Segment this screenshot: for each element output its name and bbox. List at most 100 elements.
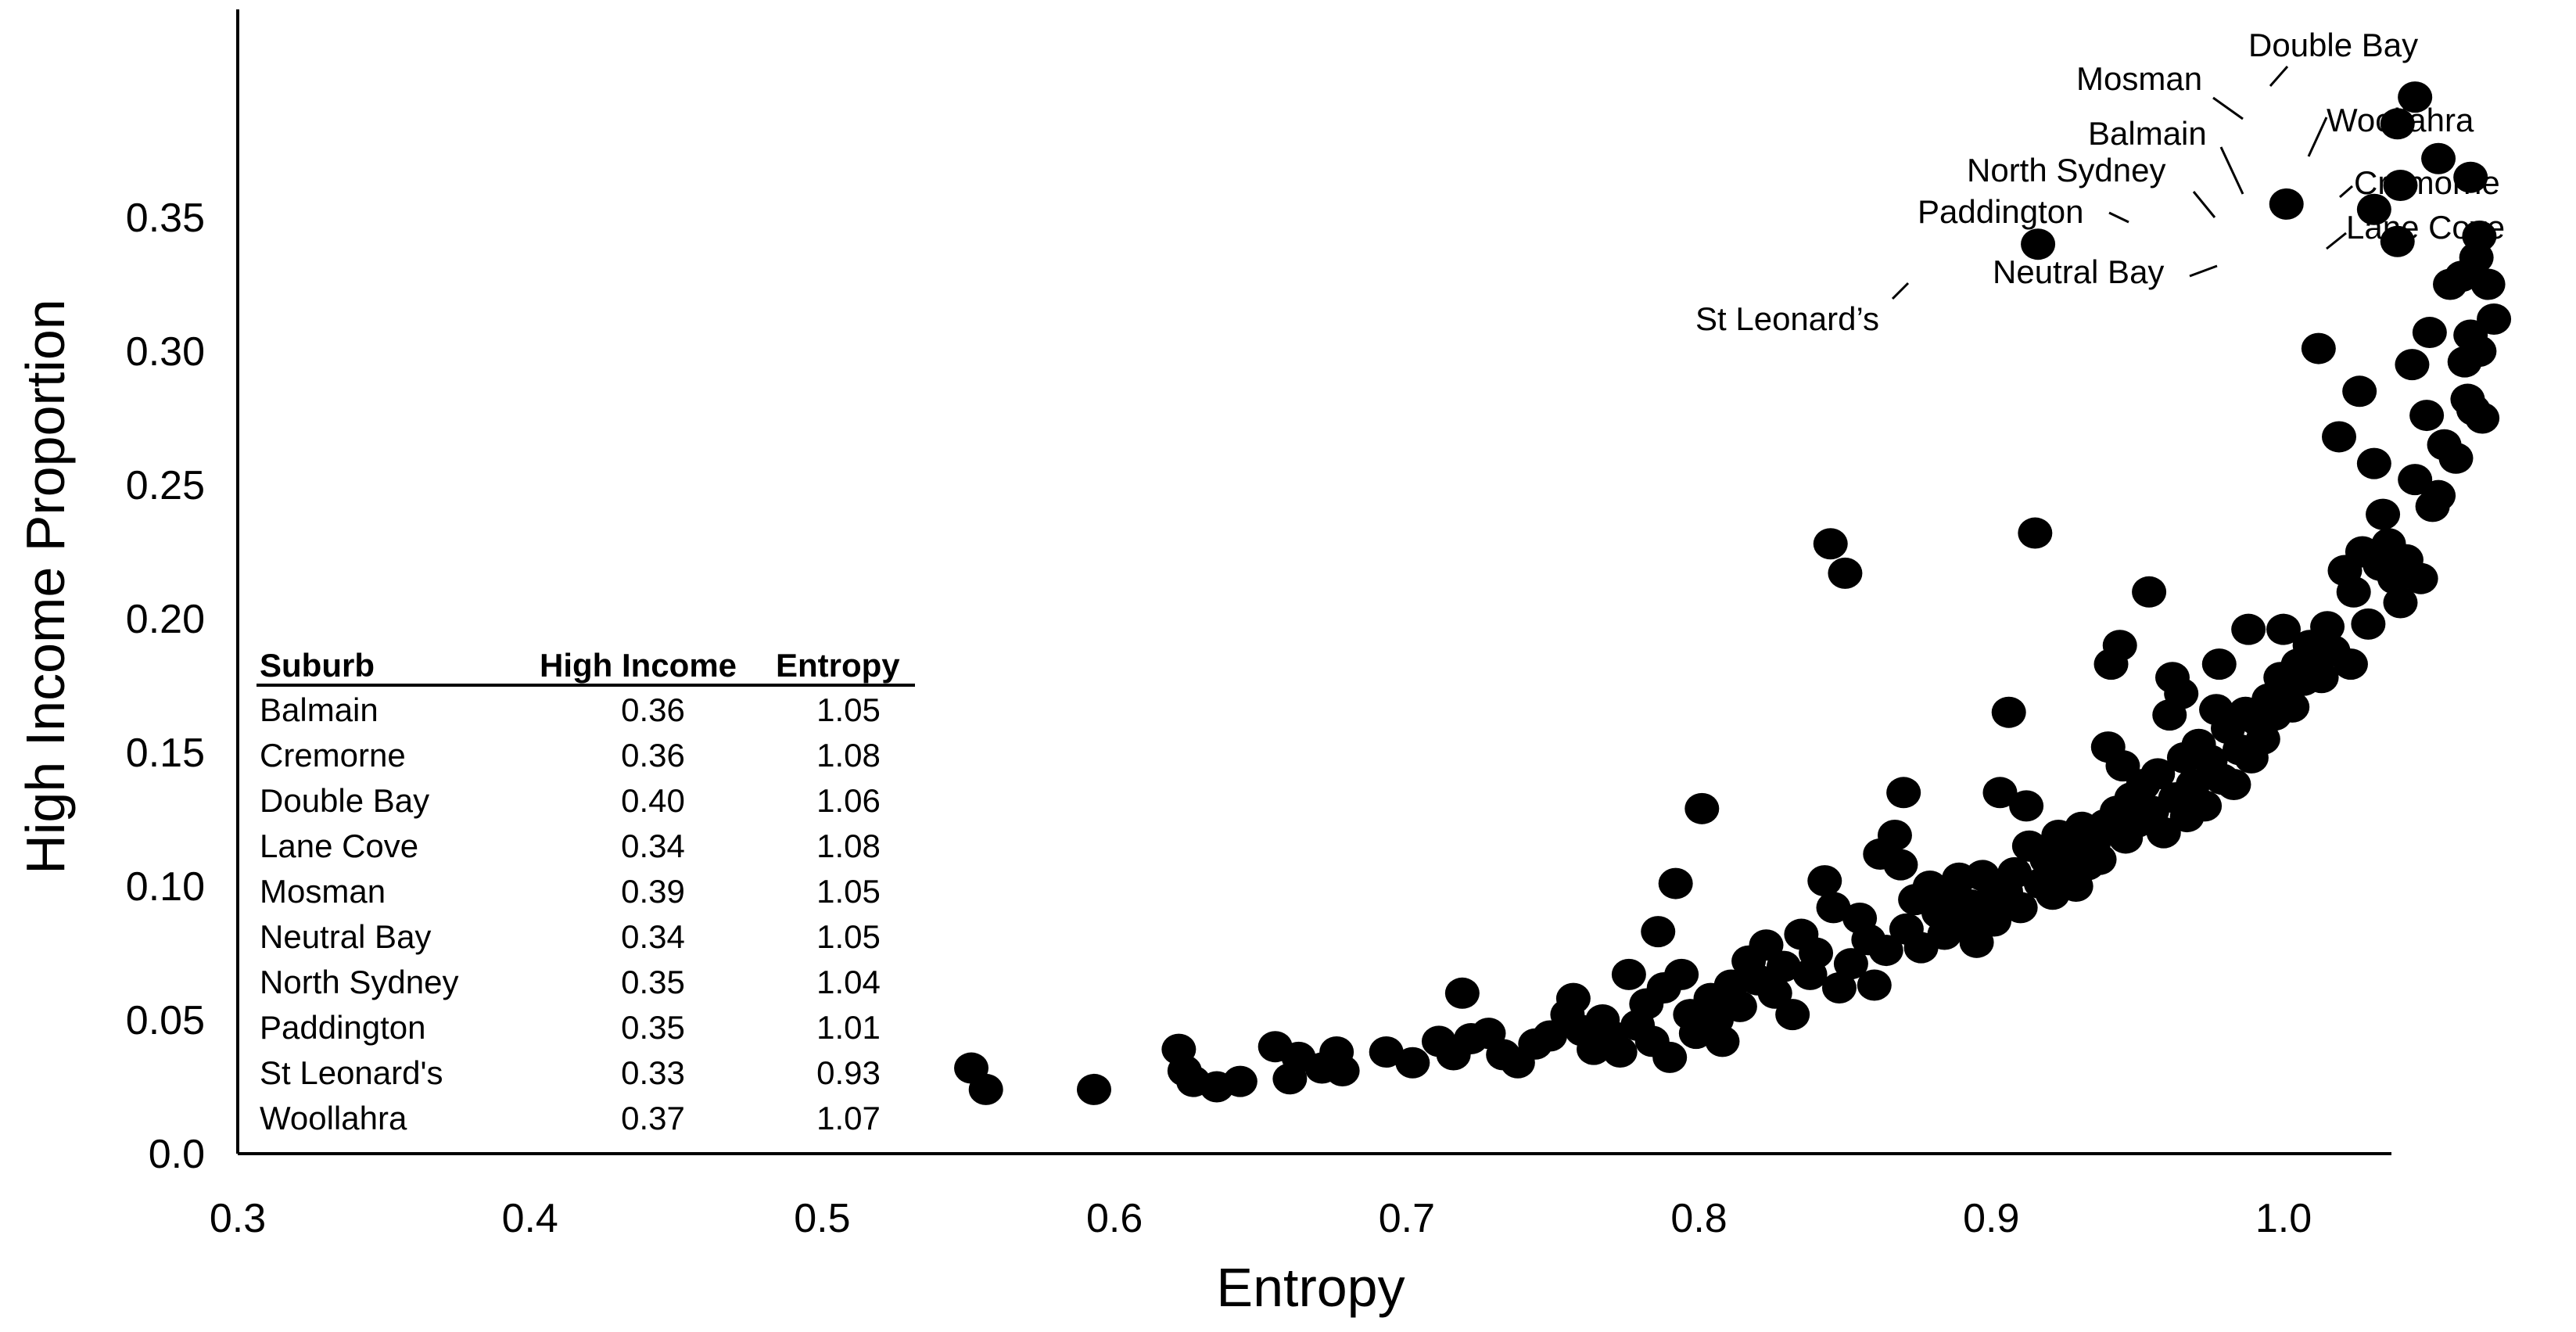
data-point	[2275, 691, 2310, 723]
table-cell: 1.05	[816, 873, 881, 910]
table-row: Double Bay 0.40 1.06	[260, 782, 881, 819]
data-point	[2477, 303, 2512, 335]
data-point	[2351, 608, 2386, 640]
table-row: Woollahra 0.37 1.07	[260, 1100, 881, 1136]
annotation-label: Mosman	[2076, 60, 2202, 97]
labeled-data-point	[2021, 228, 2056, 260]
table-cell: 1.01	[816, 1009, 881, 1046]
data-point	[1369, 1036, 1404, 1068]
data-point	[1766, 950, 1801, 982]
data-point	[1959, 926, 1994, 958]
y-axis-label: High Income Proportion	[15, 299, 76, 874]
x-tick-label: 0.7	[1379, 1196, 1435, 1241]
labeled-data-point	[2421, 142, 2456, 174]
x-tick-label: 0.6	[1086, 1196, 1143, 1241]
x-tick-label: 0.8	[1670, 1196, 1727, 1241]
table-row: Lane Cove 0.34 1.08	[260, 828, 881, 864]
data-point	[2333, 648, 2368, 680]
table-cell: St Leonard's	[260, 1054, 443, 1091]
table-cell: Lane Cove	[260, 828, 418, 864]
table-cell: Paddington	[260, 1009, 426, 1046]
data-point	[2003, 892, 2038, 924]
data-point	[1076, 1073, 1111, 1105]
annotation-label: North Sydney	[1967, 152, 2165, 188]
table-cell: 0.37	[621, 1100, 685, 1136]
data-point	[1664, 958, 1699, 990]
data-point	[2409, 400, 2445, 432]
x-tick-label: 0.9	[1963, 1196, 2019, 1241]
table-row: North Sydney 0.35 1.04	[260, 964, 881, 1000]
table-row: Balmain 0.36 1.05	[260, 691, 881, 728]
data-point	[2187, 790, 2223, 822]
y-tick-label: 0.25	[126, 463, 205, 508]
data-point	[2322, 421, 2357, 453]
data-point	[2146, 817, 2181, 849]
table-cell: 0.35	[621, 964, 685, 1000]
annotation-label: Cremorne	[2354, 164, 2500, 201]
labeled-data-point	[2383, 169, 2418, 201]
data-point	[1684, 792, 1720, 824]
y-tick-label: 0.35	[126, 196, 205, 241]
data-point	[1395, 1047, 1430, 1079]
x-tick-label: 0.3	[210, 1196, 266, 1241]
data-point	[2132, 576, 2167, 608]
y-tick-label: 0.15	[126, 731, 205, 776]
data-point	[1799, 937, 1834, 969]
x-tick-labels: 0.3 0.4 0.5 0.6 0.7 0.8 0.9 1.0	[210, 1196, 2312, 1241]
data-point	[1821, 971, 1857, 1003]
data-point	[2412, 317, 2447, 349]
data-point	[2342, 375, 2377, 407]
data-point	[1982, 777, 2018, 809]
data-point	[1886, 777, 1921, 809]
data-point	[1965, 860, 2000, 892]
table-cell: 0.40	[621, 782, 685, 819]
data-point	[2383, 587, 2418, 619]
y-tick-labels: 0.0 0.05 0.10 0.15 0.20 0.25 0.30 0.35	[126, 196, 205, 1177]
annotation-label: Neutral Bay	[1993, 253, 2164, 290]
table-cell: 0.33	[621, 1054, 685, 1091]
table-cell: North Sydney	[260, 964, 458, 1000]
data-point	[2009, 790, 2044, 822]
y-tick-label: 0.20	[126, 597, 205, 642]
data-point	[1977, 905, 2012, 937]
data-point	[2102, 630, 2137, 662]
labeled-data-point	[2356, 193, 2391, 225]
y-tick-label: 0.05	[126, 998, 205, 1043]
x-tick-label: 1.0	[2255, 1196, 2312, 1241]
data-point	[1641, 916, 1676, 948]
data-point	[2140, 758, 2176, 790]
annotation-leader-line	[2307, 117, 2328, 157]
x-tick-label: 0.5	[794, 1196, 850, 1241]
data-point	[2421, 479, 2456, 512]
table-cell: 0.36	[621, 691, 685, 728]
data-point	[2398, 464, 2433, 496]
data-point	[2216, 769, 2251, 801]
table-cell: 1.05	[816, 691, 881, 728]
table-cell: Double Bay	[260, 782, 429, 819]
data-point	[1602, 1036, 1638, 1068]
data-point	[2395, 349, 2430, 381]
table-cell: 1.08	[816, 737, 881, 774]
data-point	[1816, 892, 1851, 924]
table-cell: 0.39	[621, 873, 685, 910]
labeled-data-point	[2398, 81, 2433, 113]
data-point	[1555, 982, 1591, 1014]
data-point	[968, 1073, 1003, 1105]
annotation-leader-line	[1891, 282, 1910, 300]
data-point	[1658, 867, 1693, 899]
y-tick-label: 0.0	[149, 1132, 205, 1177]
annotation-leader-line	[2108, 211, 2129, 224]
data-point	[2201, 648, 2237, 680]
suburb-table: Suburb High Income Entropy Balmain 0.36 1.05 C…	[257, 647, 915, 1136]
data-point	[2245, 723, 2280, 755]
data-point	[1833, 948, 1868, 980]
data-point	[2301, 332, 2336, 364]
table-cell: 1.04	[816, 964, 881, 1000]
table-row: Cremorne 0.36 1.08	[260, 737, 881, 774]
table-cell: Woollahra	[260, 1100, 407, 1136]
table-cell: 0.34	[621, 918, 685, 955]
data-point	[2082, 843, 2117, 875]
data-point	[1857, 969, 1892, 1001]
x-tick-label: 0.4	[502, 1196, 558, 1241]
